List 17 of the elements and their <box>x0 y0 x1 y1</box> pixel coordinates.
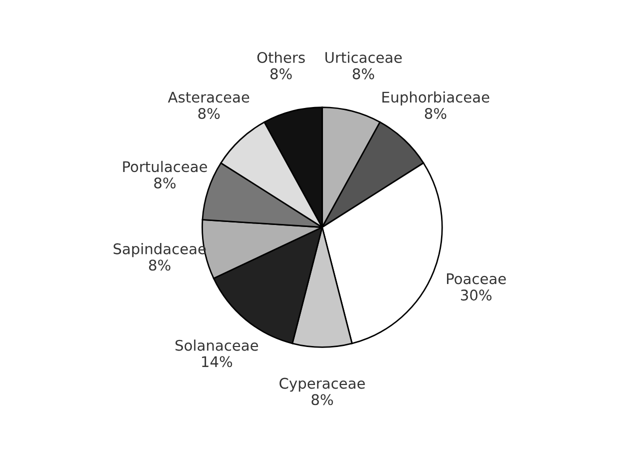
data-label: 8% <box>424 108 446 119</box>
data-label: 8% <box>149 260 170 271</box>
data-label: 14% <box>202 356 232 368</box>
data-label: 8% <box>312 394 333 406</box>
slice-label: Others <box>257 52 305 63</box>
data-label: 8% <box>198 108 220 119</box>
data-label: 8% <box>270 68 292 80</box>
slice-label: Portulaceae <box>123 160 208 172</box>
slice-label: Urticaceae <box>325 52 402 63</box>
data-label: 30% <box>460 290 492 301</box>
slice-label: Cyperaceae <box>280 378 365 392</box>
slice-label: Solanaceae <box>176 340 258 351</box>
slice-label: Euphorbiaceae <box>382 91 490 106</box>
slice-label: Asteraceae <box>168 92 250 103</box>
data-label: 8% <box>352 68 374 80</box>
data-label: 8% <box>154 177 176 188</box>
slice-label: Poaceae <box>447 273 506 284</box>
